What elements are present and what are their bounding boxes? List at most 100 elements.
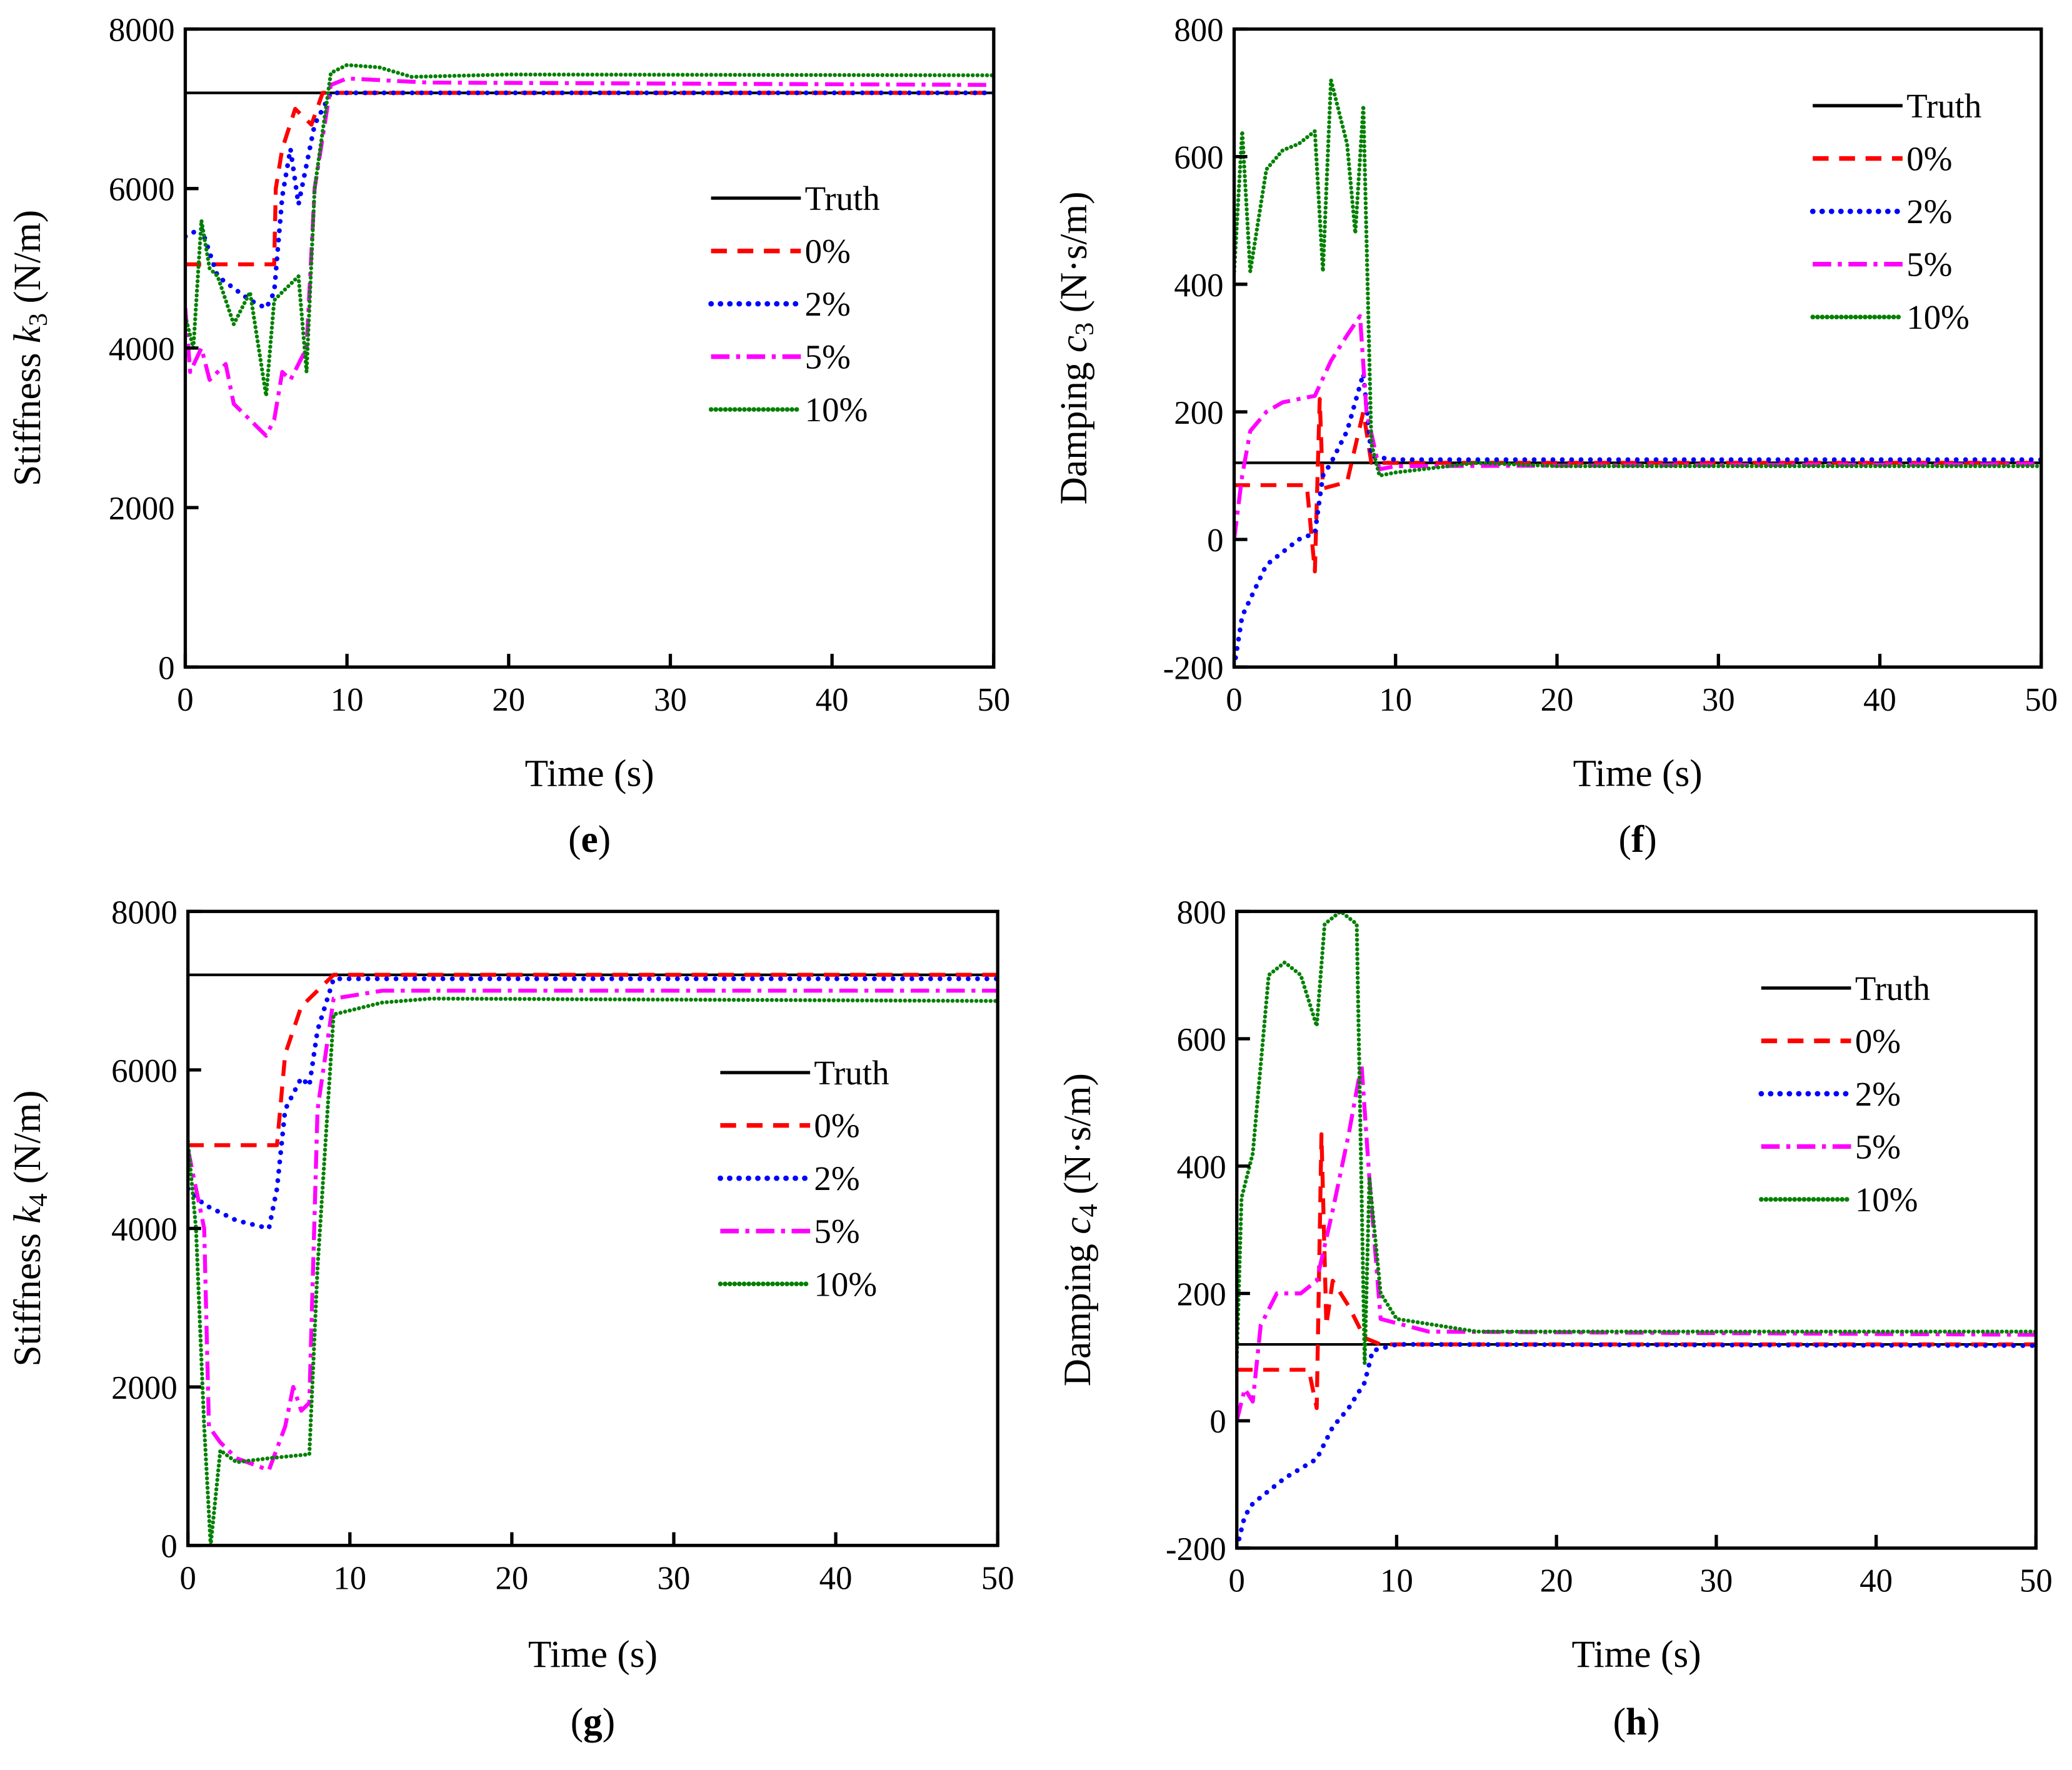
- series-line-5pct: [188, 988, 998, 1472]
- legend-label: 2%: [1855, 1075, 1901, 1113]
- y-tick-label: 200: [1177, 1276, 1226, 1312]
- y-tick-label: 800: [1174, 12, 1223, 49]
- y-label-sub: 4: [23, 1194, 53, 1207]
- panel-paren-close: ): [603, 1701, 615, 1743]
- legend: Truth 0% 2% 5% 10%: [1809, 87, 1981, 336]
- series-line-2pct: [1236, 1342, 2036, 1548]
- panel-paren-open: (: [1613, 1701, 1626, 1743]
- y-axis-label: Damping c3 (N·s/m): [1053, 191, 1099, 504]
- y-label-prefix: Damping: [1053, 352, 1095, 504]
- x-tick-label: 10: [1380, 1563, 1413, 1599]
- legend-label: 10%: [1906, 298, 1969, 336]
- panel-e: 0 10 20 30 40 50 0 2000 4000 6000 8000 Time (s) Stif…: [6, 12, 1010, 861]
- y-tick-label: 0: [158, 650, 174, 686]
- x-tick-label: 10: [331, 682, 364, 718]
- panel-label: (e): [568, 818, 611, 861]
- legend-label: 0%: [814, 1107, 859, 1145]
- series-line-2pct: [1234, 371, 2041, 668]
- x-tick-label: 20: [495, 1560, 528, 1596]
- series-line-10pct: [1234, 78, 2041, 478]
- legend-label: 10%: [1855, 1181, 1918, 1219]
- x-axis-label: Time (s): [1573, 752, 1703, 794]
- x-axis-label: Time (s): [1572, 1633, 1701, 1676]
- series-group: [185, 62, 994, 438]
- legend-label: 2%: [1906, 192, 1952, 231]
- x-tick-label: 40: [819, 1560, 853, 1596]
- x-tick-label: 40: [816, 682, 849, 718]
- panel-letter: h: [1626, 1701, 1647, 1743]
- legend-label: Truth: [1855, 969, 1930, 1008]
- x-tick-label: 30: [658, 1560, 691, 1596]
- y-label-var: c: [1056, 1218, 1099, 1234]
- y-label-unit: (N/m): [6, 1090, 49, 1193]
- panel-paren-close: ): [1647, 1701, 1659, 1743]
- x-tick-label: 0: [1229, 1563, 1245, 1599]
- panel-letter: g: [583, 1701, 603, 1743]
- legend-label: 10%: [814, 1265, 877, 1303]
- series-line-10pct: [1236, 911, 2036, 1366]
- y-label-sub: 3: [1069, 322, 1099, 336]
- y-tick-label: 400: [1177, 1149, 1226, 1186]
- axes-frame: [1235, 909, 2038, 1550]
- y-axis-label: Stiffness k4 (N/m): [6, 1090, 53, 1366]
- panel-label: (f): [1619, 818, 1657, 861]
- series-line-5pct: [185, 76, 994, 438]
- panel-letter: f: [1631, 818, 1644, 861]
- y-tick-label: 4000: [111, 1212, 178, 1248]
- x-tick-label: 10: [333, 1560, 366, 1596]
- x-tick-label: 20: [1541, 682, 1574, 718]
- series-line-0pct: [185, 91, 994, 267]
- series-line-0pct: [1234, 397, 2041, 574]
- legend-label: 0%: [1855, 1022, 1901, 1060]
- panel-paren-open: (: [1619, 818, 1631, 861]
- legend-label: 5%: [1906, 246, 1952, 284]
- y-label-sub: 4: [1074, 1204, 1103, 1217]
- y-label-var: c: [1053, 336, 1095, 352]
- y-tick-label: 600: [1174, 140, 1223, 176]
- x-axis-label: Time (s): [528, 1633, 658, 1676]
- panel-paren-close: ): [598, 818, 611, 861]
- series-line-10pct: [188, 996, 998, 1546]
- x-tick-label: 10: [1379, 682, 1412, 718]
- series-group: [1234, 78, 2041, 668]
- legend-label: Truth: [805, 179, 880, 218]
- panel-letter: e: [581, 818, 598, 861]
- panel-label: (h): [1613, 1701, 1660, 1743]
- y-label-prefix: Stiffness: [6, 1224, 49, 1367]
- y-tick-label: 2000: [111, 1370, 178, 1406]
- x-tick-label: 50: [2024, 682, 2058, 718]
- legend: Truth 0% 2% 5% 10%: [708, 179, 880, 429]
- x-tick-label: 30: [654, 682, 687, 718]
- series-line-0pct: [1236, 1132, 2036, 1411]
- x-axis-label: Time (s): [525, 752, 654, 794]
- y-tick-label: 800: [1177, 894, 1226, 931]
- y-axis-label: Stiffness k3 (N/m): [6, 210, 53, 486]
- legend-label: 5%: [814, 1212, 859, 1251]
- y-tick-label: 0: [1209, 1404, 1226, 1440]
- x-tick-label: 0: [1226, 682, 1242, 718]
- series-line-5pct: [1234, 314, 2041, 540]
- legend-label: Truth: [814, 1054, 889, 1092]
- panel-g: 0 10 20 30 40 50 0 2000 4000 6000 8000 Time (s) Stif…: [6, 894, 1014, 1743]
- panel-label: (g): [571, 1701, 615, 1743]
- panel-paren-open: (: [568, 818, 581, 861]
- y-tick-label: 0: [1207, 522, 1223, 559]
- legend-label: 2%: [814, 1159, 859, 1198]
- panel-paren-open: (: [571, 1701, 583, 1743]
- series-line-0pct: [188, 972, 998, 1148]
- y-label-sub: 3: [23, 313, 53, 326]
- y-tick-label: 6000: [109, 172, 175, 208]
- y-label-unit: (N/m): [6, 210, 49, 313]
- y-tick-label: 8000: [111, 894, 178, 931]
- series-line-2pct: [188, 976, 998, 1231]
- y-tick-label: 400: [1174, 268, 1223, 304]
- x-tick-label: 50: [977, 682, 1010, 718]
- series-line-5pct: [1236, 1062, 2036, 1421]
- y-tick-label: 4000: [109, 331, 175, 368]
- y-label-var: k: [6, 1206, 49, 1224]
- legend-label: 10%: [805, 391, 868, 429]
- y-axis-label: Damping c4 (N·s/m): [1056, 1073, 1103, 1386]
- x-tick-label: 50: [2019, 1563, 2053, 1599]
